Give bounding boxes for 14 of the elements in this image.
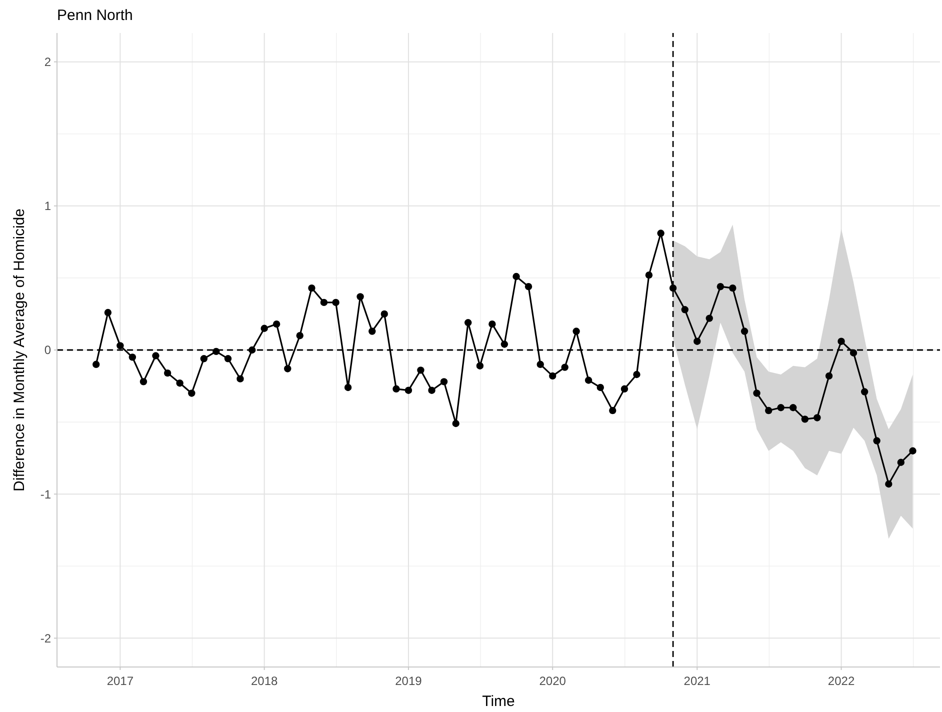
x-tick-label: 2021 (684, 674, 711, 688)
x-tick-label: 2020 (539, 674, 566, 688)
y-tick-label: -2 (40, 631, 52, 646)
y-tick-label: 0 (44, 343, 52, 358)
chart-title: Penn North (57, 7, 133, 24)
y-tick-label: 2 (44, 55, 52, 70)
x-tick-label: 2019 (395, 674, 422, 688)
x-tick-label: 2022 (828, 674, 855, 688)
y-tick-label: 1 (44, 199, 52, 214)
y-axis-title: Difference in Monthly Average of Homicide (11, 208, 28, 492)
x-tick-label: 2018 (250, 674, 278, 688)
x-axis-title: Time (482, 693, 515, 710)
x-tick-label: 2017 (106, 674, 134, 688)
y-tick-label: -1 (40, 487, 52, 502)
